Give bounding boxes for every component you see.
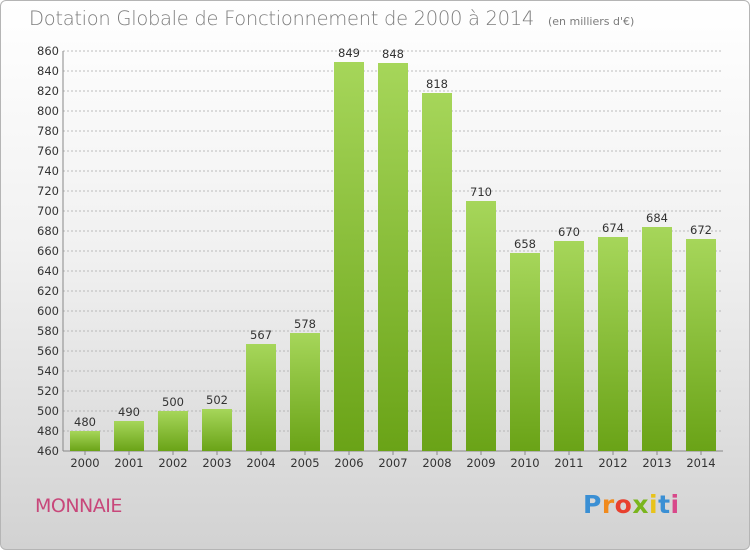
x-tick-label: 2009 [466, 456, 495, 470]
y-tick-label: 800 [37, 104, 59, 118]
bar [686, 239, 716, 451]
y-tick-label: 560 [37, 344, 59, 358]
y-tick-label: 640 [37, 264, 59, 278]
y-tick-label: 660 [37, 244, 59, 258]
bar [378, 63, 408, 451]
logo-letter: t [658, 490, 671, 519]
x-tick-label: 2013 [642, 456, 671, 470]
y-tick-label: 480 [37, 424, 59, 438]
bar [466, 201, 496, 451]
x-tick-label: 2005 [290, 456, 319, 470]
chart-unit-note: (en milliers d'€) [547, 15, 635, 28]
x-tick-label: 2012 [598, 456, 627, 470]
bar-value-label: 658 [514, 237, 536, 251]
y-tick-label: 500 [37, 404, 59, 418]
y-tick-label: 620 [37, 284, 59, 298]
bar [642, 227, 672, 451]
bar-value-label: 818 [426, 77, 448, 91]
x-tick-label: 2006 [334, 456, 363, 470]
bar-value-label: 849 [338, 46, 360, 60]
logo-letter: r [601, 490, 615, 519]
x-tick-label: 2002 [158, 456, 187, 470]
bar [334, 62, 364, 451]
y-tick-label: 820 [37, 84, 59, 98]
y-tick-label: 680 [37, 224, 59, 238]
x-tick-label: 2010 [510, 456, 539, 470]
logo-letter: P [583, 490, 602, 519]
y-axis-ticks: 460 480 500 520 540 560 580 600 620 640 660 680 700 7… [37, 44, 59, 458]
data-labels: 480 490 500 502 567 578 849 848 818 710 658 670 674 6… [74, 46, 712, 429]
bar [554, 241, 584, 451]
logo-letter: i [649, 490, 659, 519]
y-tick-label: 600 [37, 304, 59, 318]
y-tick-label: 740 [37, 164, 59, 178]
logo-letter: x [632, 490, 649, 519]
bar [290, 333, 320, 451]
x-tick-label: 2011 [554, 456, 583, 470]
bar-value-label: 672 [690, 223, 712, 237]
x-axis-ticks: 2000 2001 2002 2003 2004 2005 2006 2007 2008 2009… [70, 451, 716, 470]
y-tick-label: 460 [37, 444, 59, 458]
bar-value-label: 578 [294, 317, 316, 331]
x-tick-label: 2000 [70, 456, 99, 470]
x-tick-label: 2004 [246, 456, 275, 470]
bars [70, 62, 716, 451]
x-tick-label: 2001 [114, 456, 143, 470]
bar-value-label: 848 [382, 47, 404, 61]
bar [70, 431, 100, 451]
bar-value-label: 684 [646, 211, 668, 225]
bar-value-label: 567 [250, 328, 272, 342]
bar [202, 409, 232, 451]
y-tick-label: 720 [37, 184, 59, 198]
bar-value-label: 710 [470, 185, 492, 199]
bar-value-label: 500 [162, 395, 184, 409]
bar [510, 253, 540, 451]
chart-title-main: Dotation Globale de Fonctionnement de 20… [29, 7, 534, 30]
proxiti-logo: Proxiti [583, 490, 680, 519]
logo-letter: o [614, 490, 633, 519]
logo-letter: i [670, 490, 680, 519]
y-tick-label: 700 [37, 204, 59, 218]
bar [422, 93, 452, 451]
bar-value-label: 674 [602, 221, 624, 235]
x-tick-label: 2008 [422, 456, 451, 470]
y-tick-label: 540 [37, 364, 59, 378]
commune-name: MONNAIE [35, 495, 122, 517]
bar [158, 411, 188, 451]
x-tick-label: 2014 [686, 456, 715, 470]
bar-value-label: 670 [558, 225, 580, 239]
y-tick-label: 840 [37, 64, 59, 78]
bar-value-label: 480 [74, 415, 96, 429]
x-tick-label: 2003 [202, 456, 231, 470]
y-tick-label: 520 [37, 384, 59, 398]
bar-value-label: 502 [206, 393, 228, 407]
chart-title: Dotation Globale de Fonctionnement de 20… [29, 7, 634, 30]
bar [246, 344, 276, 451]
x-tick-label: 2007 [378, 456, 407, 470]
y-tick-label: 580 [37, 324, 59, 338]
bar [114, 421, 144, 451]
y-tick-label: 760 [37, 144, 59, 158]
bar-value-label: 490 [118, 405, 140, 419]
bar [598, 237, 628, 451]
y-tick-label: 860 [37, 44, 59, 58]
y-tick-label: 780 [37, 124, 59, 138]
